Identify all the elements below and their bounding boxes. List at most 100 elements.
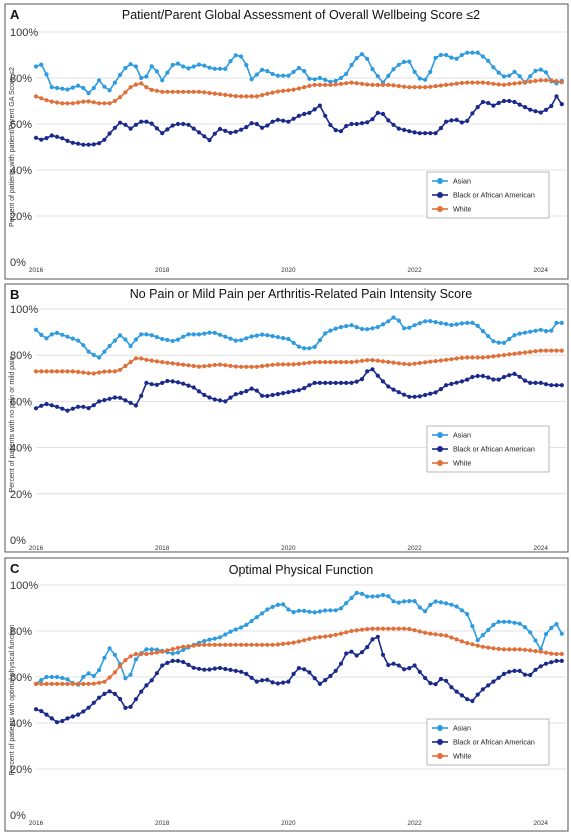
data-point — [107, 689, 112, 694]
data-point — [549, 78, 554, 83]
data-point — [244, 642, 249, 647]
data-point — [428, 69, 433, 74]
data-point — [217, 665, 223, 671]
data-point — [528, 380, 533, 385]
data-point — [249, 364, 254, 369]
data-point — [281, 362, 286, 367]
data-point — [202, 364, 207, 369]
legend: Asian Black or African American White — [426, 171, 550, 219]
data-point — [417, 85, 422, 90]
data-point — [359, 377, 365, 382]
data-point — [254, 333, 259, 338]
data-point — [444, 383, 449, 388]
data-point — [239, 127, 244, 132]
legend-label: Asian — [453, 431, 471, 440]
data-point — [286, 607, 291, 612]
data-point — [239, 390, 244, 395]
data-point — [133, 403, 138, 408]
data-point — [291, 389, 296, 394]
data-point — [244, 62, 249, 68]
data-point — [228, 93, 233, 98]
data-point — [328, 328, 333, 333]
y-tick-label: 0% — [10, 257, 26, 269]
data-point — [181, 644, 186, 649]
data-point — [260, 678, 265, 683]
data-point — [507, 336, 512, 342]
data-point — [149, 333, 154, 338]
data-point — [181, 659, 186, 665]
data-point — [196, 666, 202, 671]
data-point — [307, 383, 312, 388]
data-point — [402, 361, 407, 366]
data-point — [459, 321, 464, 326]
data-point — [239, 669, 244, 674]
data-point — [496, 646, 501, 652]
data-point — [54, 134, 60, 139]
data-point — [149, 651, 154, 656]
data-point — [549, 625, 554, 631]
data-point — [233, 668, 238, 674]
data-point — [444, 321, 449, 327]
data-point — [102, 101, 107, 106]
data-point — [149, 358, 154, 363]
data-point — [512, 371, 517, 376]
data-point — [391, 83, 396, 88]
data-point — [275, 89, 280, 94]
data-point — [386, 626, 391, 631]
data-point — [139, 651, 144, 657]
data-point — [260, 393, 265, 398]
data-point — [76, 369, 81, 374]
data-point — [375, 634, 380, 640]
data-point — [160, 89, 165, 94]
data-point — [491, 354, 496, 359]
data-point — [501, 647, 507, 652]
data-point — [154, 335, 159, 340]
data-point — [507, 647, 512, 652]
data-point — [76, 100, 81, 105]
data-point — [417, 669, 422, 675]
data-point — [533, 109, 538, 114]
data-point — [449, 635, 454, 640]
data-point — [70, 85, 75, 90]
data-point — [39, 403, 44, 408]
data-point — [328, 633, 333, 639]
data-point — [60, 136, 65, 141]
data-point — [107, 675, 112, 680]
data-point — [139, 75, 144, 81]
data-point — [517, 647, 522, 652]
data-point — [175, 380, 181, 385]
data-point — [165, 70, 170, 75]
data-point — [559, 80, 564, 85]
data-point — [486, 58, 491, 64]
data-point — [512, 351, 517, 356]
data-point — [480, 54, 485, 59]
data-point — [444, 357, 449, 362]
data-point — [175, 362, 181, 367]
data-point — [160, 131, 165, 136]
data-point — [312, 77, 317, 82]
y-tick-label: 80% — [10, 626, 32, 638]
data-point — [160, 649, 165, 654]
data-point — [175, 61, 181, 66]
data-point — [239, 642, 244, 647]
data-point — [265, 91, 270, 96]
data-point — [307, 83, 312, 88]
data-point — [549, 348, 554, 353]
data-point — [344, 651, 349, 656]
data-point — [380, 111, 386, 117]
data-point — [328, 380, 333, 385]
data-point — [170, 651, 175, 656]
data-point — [133, 697, 138, 702]
data-point — [244, 94, 249, 99]
data-point — [123, 65, 128, 71]
data-point — [454, 356, 459, 361]
data-point — [149, 382, 154, 387]
data-point — [275, 392, 280, 397]
data-point — [338, 606, 344, 611]
data-point — [317, 681, 322, 687]
data-point — [144, 119, 149, 124]
data-point — [475, 105, 480, 110]
data-point — [70, 406, 75, 411]
data-point — [144, 332, 149, 337]
data-point — [118, 663, 123, 669]
